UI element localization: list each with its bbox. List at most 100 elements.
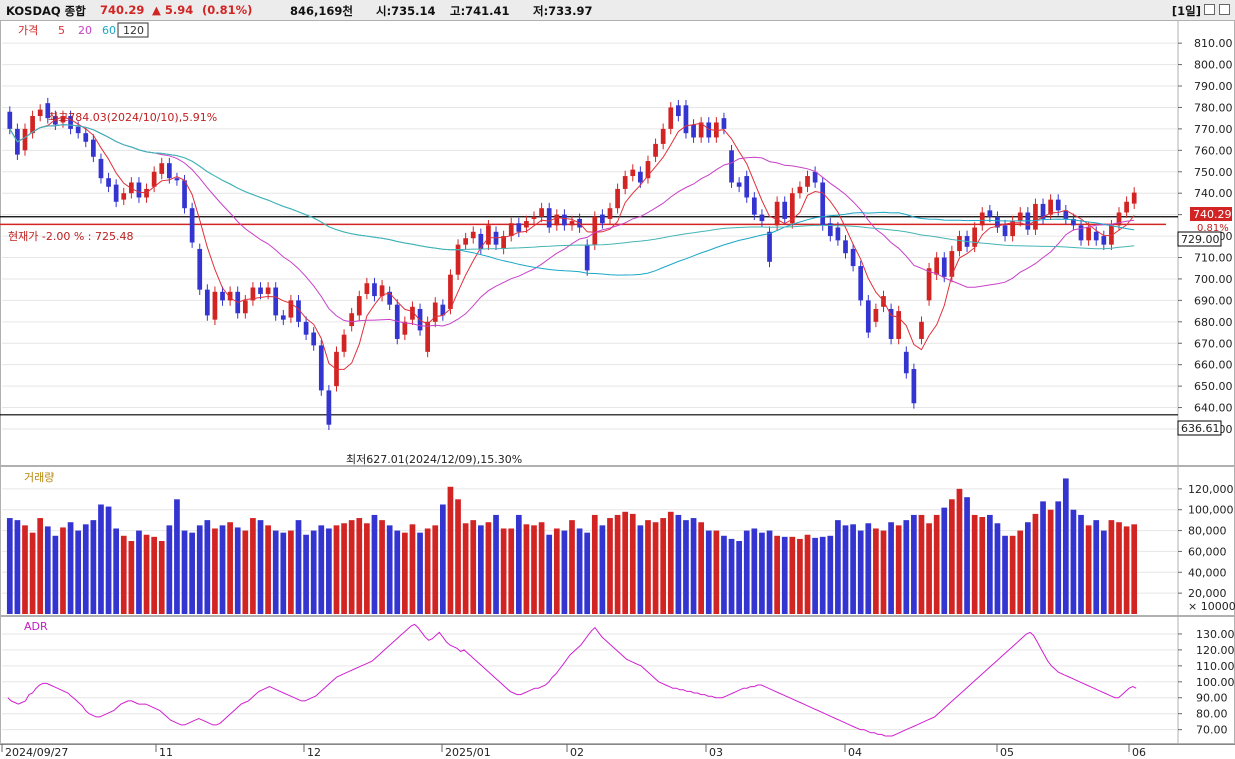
candle-body (113, 184, 119, 202)
candle-body (1055, 199, 1061, 211)
legend-ma5-label: 5 (58, 24, 65, 37)
candle-body (903, 351, 909, 374)
price-tick-label: 740.00 (1194, 187, 1233, 200)
trade-volume: 846,169천 (290, 4, 353, 18)
candle-body (759, 214, 765, 222)
candle-body (258, 287, 263, 294)
price-tag-reference-1: 729.00 (1177, 231, 1222, 247)
period-selector[interactable]: [1일] (1171, 4, 1201, 18)
volume-bar (1131, 524, 1138, 614)
volume-bar (409, 524, 416, 614)
candle-body (546, 208, 552, 228)
volume-bar (455, 499, 461, 614)
volume-bar (880, 530, 887, 614)
title-bar: KOSDAQ 종합 740.29 ▲ 5.94 (0.81%) 846,169천… (0, 0, 1235, 21)
adr-series-line (7, 623, 1137, 737)
candle-body (676, 105, 681, 117)
volume-bar (1085, 525, 1092, 614)
volume-bar (250, 518, 256, 614)
candle-body (440, 304, 446, 316)
candle-body (508, 223, 514, 237)
volume-bar (1108, 520, 1115, 614)
candle-body (1048, 199, 1053, 215)
volume-bar (751, 528, 758, 614)
volume-bar (865, 523, 872, 614)
stock-chart[interactable]: 810.00 800.00 790.00 780.00 770.00 760.00 750.… (0, 20, 1235, 759)
candle-body (425, 321, 431, 352)
moving-average-lines (9, 116, 1135, 370)
candle-body (713, 122, 719, 138)
candle-body (972, 227, 978, 247)
volume-bar (341, 523, 347, 614)
adr-tick-label: 130.00 (1196, 628, 1235, 641)
candle-body (1101, 236, 1107, 245)
volume-bar (136, 530, 142, 614)
volume-bar (531, 525, 537, 614)
candle-body (45, 103, 51, 119)
candle-body (75, 126, 81, 134)
volume-bar (303, 534, 309, 614)
candle-body (394, 304, 400, 339)
volume-bar (234, 527, 241, 614)
date-tick-label: 06 (1132, 746, 1146, 759)
price-tick-label: 680.00 (1194, 316, 1233, 329)
price-tick-label: 770.00 (1194, 123, 1233, 136)
close-window-icon[interactable] (1219, 4, 1230, 15)
volume-bar (29, 532, 36, 614)
volume-bar (98, 504, 104, 614)
volume-bar (500, 528, 507, 614)
candle-body (402, 321, 408, 335)
candle-body (957, 236, 962, 252)
volume-bar (667, 511, 674, 614)
candle-body (911, 368, 917, 404)
candle-body (949, 251, 955, 277)
volume-bar (903, 520, 910, 614)
candle-body (1002, 225, 1008, 237)
volume-bar (462, 523, 469, 614)
high-price: 고:741.41 (450, 4, 510, 18)
candle-body (630, 169, 636, 177)
high-annotation: 최고784.03(2024/10/10),5.91% (48, 111, 217, 124)
volume-bar (713, 530, 720, 614)
volume-bar (629, 513, 636, 614)
volume-axis: 120,000 100,000 80,000 60,000 40,000 20,000 (1178, 483, 1234, 600)
volume-bar (386, 525, 393, 614)
candle-body (539, 208, 544, 217)
volume-bar (310, 530, 317, 614)
restore-window-icon[interactable] (1204, 4, 1215, 15)
volume-bar (318, 525, 325, 614)
candle-body (341, 334, 347, 352)
volume-bar (637, 525, 644, 614)
volume-bar (994, 523, 1001, 614)
candle-body (789, 193, 795, 224)
candle-body (615, 188, 620, 209)
volume-bar (1032, 513, 1039, 614)
candle-body (516, 223, 522, 232)
change-percent: (0.81%) (202, 3, 253, 17)
volume-bar (348, 520, 355, 614)
volume-bar (1062, 478, 1069, 614)
candle-body (448, 274, 453, 309)
volume-bar (652, 522, 659, 614)
candle-body (797, 186, 803, 194)
candle-body (1086, 227, 1091, 241)
price-tag-current: 740.29 (1190, 207, 1232, 221)
price-change: ▲ 5.94 (152, 3, 194, 17)
ma120-line (9, 124, 1135, 251)
volume-bar (67, 522, 74, 614)
volume-bar (888, 522, 894, 614)
volume-bar (819, 536, 826, 614)
volume-bar (949, 499, 955, 614)
candle-body (531, 216, 537, 219)
date-tick-label: 2024/09/27 (5, 746, 68, 759)
ma20-line (9, 124, 1135, 327)
volume-bar (120, 535, 127, 614)
volume-bar (607, 518, 613, 614)
candle-body (250, 287, 256, 301)
candle-body (53, 116, 58, 125)
volume-bar (402, 532, 408, 614)
volume-legend-label: 거래량 (24, 471, 54, 484)
date-axis: 2024/09/27 11 12 2025/01 02 03 04 05 06 (1, 744, 1146, 759)
candle-body (888, 308, 894, 339)
candle-body (584, 244, 590, 271)
